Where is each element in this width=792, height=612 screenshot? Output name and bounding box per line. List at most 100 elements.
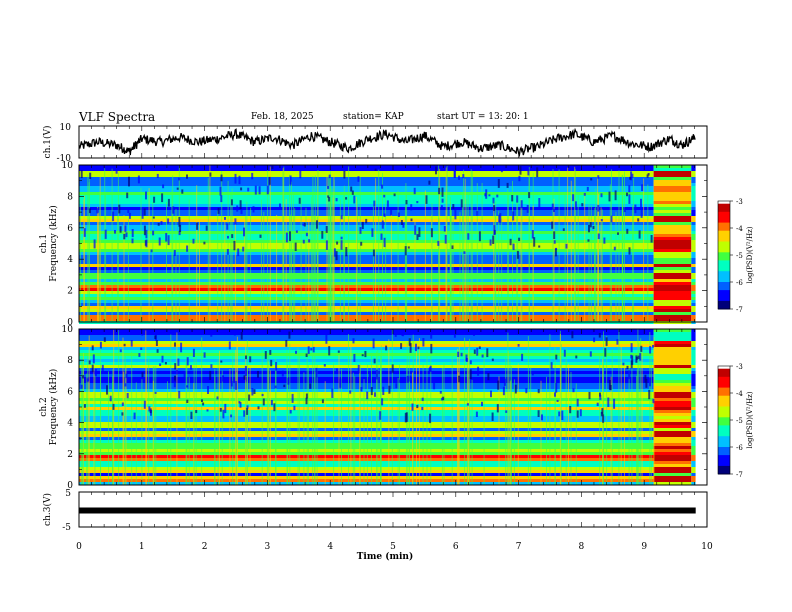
colorbar-segment [718,214,730,218]
colorbar-segment [718,260,730,264]
speckle [121,402,124,407]
speckle [303,222,306,227]
speckle [101,364,104,371]
y-axis-label: ch.3(V) [42,493,53,526]
sferic-streak [638,343,640,485]
speckle [383,166,386,169]
speckle [435,166,437,175]
sferic-streak [94,375,96,485]
burst-row [653,437,692,440]
sferic-streak [606,336,608,485]
speckle [372,338,375,349]
sferic-streak [498,376,500,485]
speckle [240,332,243,340]
speckle [123,343,126,347]
spectrogram-row [79,192,654,195]
colorbar-tick-label: -3 [736,198,743,206]
sferic-streak [618,329,620,485]
sferic-streak [217,210,219,322]
spectrogram-row [691,177,696,180]
spectrogram-row [691,482,696,485]
figure-title: VLF Spectra [79,110,156,124]
burst-row [653,377,692,380]
spectrogram-row [79,306,654,309]
sferic-streak [464,337,466,485]
spectrogram-row [691,234,696,237]
speckle [274,385,277,389]
sferic-streak [527,336,529,485]
sferic-streak [376,351,377,485]
speckle [418,227,421,237]
speckle [600,411,603,417]
spectrogram-row [691,165,696,168]
colorbar-segment [718,455,730,459]
sferic-streak [588,204,590,322]
speckle [127,209,130,214]
speckle [581,203,584,207]
sferic-streak [330,204,332,322]
spectrogram-row [691,452,696,455]
speckle [325,240,328,250]
speckle [597,175,600,179]
sferic-streak [316,216,318,322]
spectrogram-row [691,428,696,431]
speckle [195,410,198,414]
burst-row [653,291,692,294]
spectrogram-row [79,294,654,297]
speckle [192,348,195,357]
speckle [640,345,643,352]
speckle [634,204,637,214]
spectrogram-row [79,276,654,279]
speckle [452,204,455,209]
sferic-streak [559,334,561,485]
burst-row [653,368,692,371]
colorbar-segment [718,414,730,418]
spectrogram-row [691,309,696,312]
spectrogram-row [79,231,654,234]
spectrogram-row [691,419,696,422]
speckle [240,187,243,191]
speckle [370,387,373,396]
speckle [613,246,616,251]
speckle [496,194,499,198]
spectrogram-row [79,282,654,285]
sferic-streak [414,218,416,322]
speckle [275,362,278,371]
speckle [305,353,308,357]
speckle [517,344,520,347]
speckle [239,200,242,210]
sferic-streak [597,175,599,322]
speckle [220,360,223,363]
sferic-streak [637,329,639,485]
speckle [235,380,238,390]
sferic-streak [195,356,197,485]
sferic-streak [234,219,236,322]
sferic-streak [633,177,635,322]
spectrogram-row [691,246,696,249]
colorbar-segment [718,300,730,305]
y-tick-label: 5 [65,489,71,499]
speckle [404,412,407,423]
speckle [186,174,188,179]
spectrogram-row [691,401,696,404]
spectrogram-row [79,168,654,171]
spectrogram-row [691,440,696,443]
burst-row [653,335,692,338]
spectrogram-row [691,225,696,228]
sferic-streak [476,183,478,322]
speckle [407,246,410,249]
sferic-streak [263,211,265,322]
speckle [172,206,175,214]
speckle [245,355,247,360]
speckle [467,233,470,240]
speckle [402,222,405,228]
spectrogram-row [691,476,696,479]
spectrogram-row [691,335,696,338]
colorbar-segment [718,468,730,472]
sferic-streak [287,364,289,485]
sferic-streak [122,337,124,485]
spectrogram-row [79,347,654,350]
sferic-streak [308,217,310,322]
spectrogram-row [691,458,696,461]
speckle [249,356,252,363]
